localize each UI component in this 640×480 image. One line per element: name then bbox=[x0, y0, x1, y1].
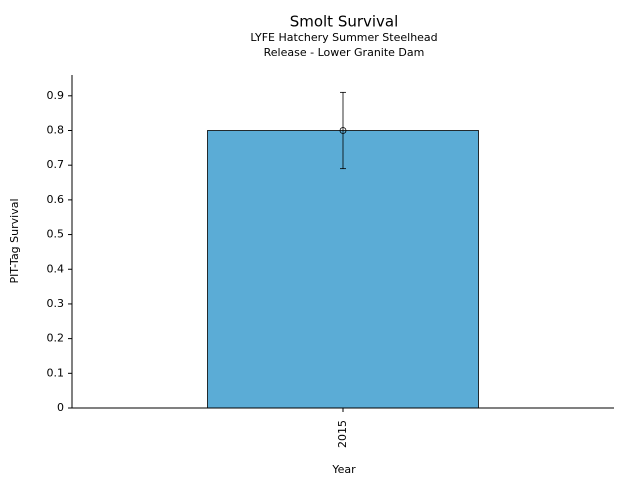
y-tick-label: 0.1 bbox=[47, 366, 65, 379]
x-tick-label: 2015 bbox=[336, 420, 349, 448]
x-axis-label: Year bbox=[331, 463, 356, 476]
y-tick-label: 0.5 bbox=[47, 228, 65, 241]
error-bar bbox=[339, 91, 347, 170]
y-tick-label: 0.6 bbox=[47, 193, 65, 206]
y-tick-label: 0.9 bbox=[47, 89, 65, 102]
y-tick-label: 0.2 bbox=[47, 332, 65, 345]
bar bbox=[207, 130, 479, 409]
y-tick-label: 0.8 bbox=[47, 124, 65, 137]
y-tick-label: 0.3 bbox=[47, 297, 65, 310]
y-tick-label: 0 bbox=[57, 401, 64, 414]
chart-subtitle: LYFE Hatchery Summer Steelhead bbox=[250, 31, 437, 44]
y-tick-label: 0.4 bbox=[47, 262, 65, 275]
y-tick-label: 0.7 bbox=[47, 158, 65, 171]
chart-title: Smolt Survival bbox=[290, 13, 399, 31]
chart-subtitle: Release - Lower Granite Dam bbox=[264, 46, 425, 59]
y-axis-label: PIT-Tag Survival bbox=[8, 198, 21, 283]
